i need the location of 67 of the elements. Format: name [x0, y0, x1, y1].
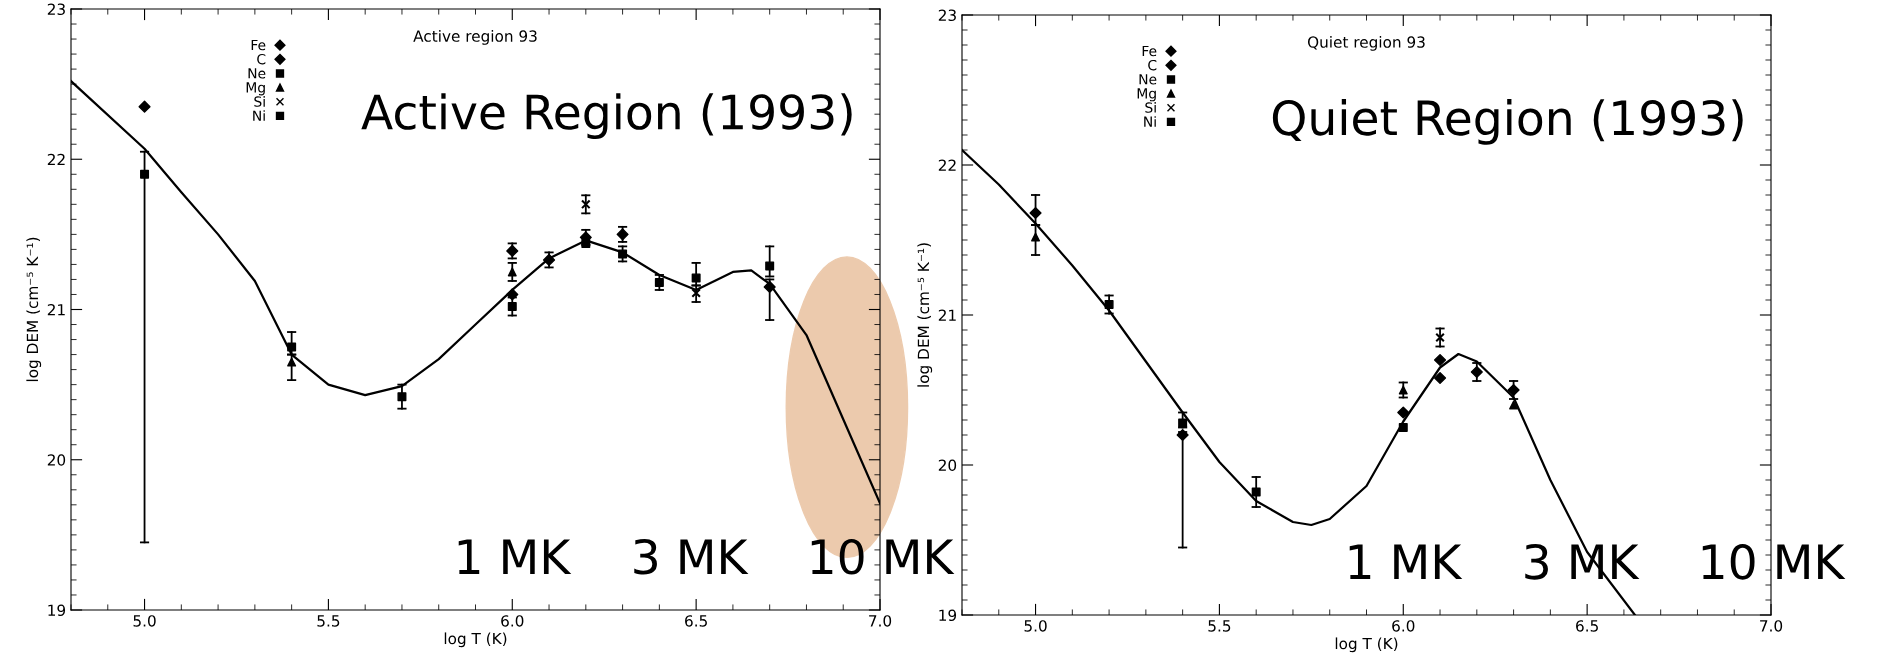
annotation: 10 MK — [811, 538, 955, 575]
point — [1433, 353, 1447, 367]
point — [287, 357, 297, 367]
x-axis-title: log T (K) — [1335, 637, 1398, 653]
y-tick-label: 21 — [47, 303, 65, 316]
x-tick-label: 7.0 — [869, 615, 892, 627]
point — [140, 169, 150, 179]
point — [580, 199, 591, 210]
y-tick-label: 19 — [48, 604, 66, 617]
x-axis-title: log T (K) — [444, 632, 507, 648]
y-axis-title: log DEM (cm⁻⁵ K⁻¹) — [917, 243, 933, 387]
text: Quiet region 93 — [1307, 36, 1425, 51]
y-tick-label: 23 — [47, 3, 65, 16]
x-tick-label: 5.0 — [133, 615, 156, 627]
point — [691, 288, 701, 298]
legend-label: Ni — [1144, 116, 1156, 127]
legend-label: Ni — [253, 110, 265, 121]
legend-label: Si — [1145, 102, 1156, 113]
point — [1397, 406, 1410, 419]
x-tick-label: 6.0 — [1392, 620, 1415, 632]
legend-label: Mg — [246, 82, 265, 96]
annotation: Active Region (1993) — [361, 93, 852, 140]
y-axis-title: log DEM (cm⁻⁵ K⁻¹) — [26, 237, 42, 382]
point — [691, 273, 701, 283]
point — [1029, 206, 1042, 220]
legend-label: C — [1148, 59, 1157, 71]
annotation: 1 MK — [1349, 544, 1463, 579]
legend-label: C — [257, 53, 266, 65]
point — [618, 249, 628, 259]
legend-label: Si — [254, 96, 265, 107]
legend-label: Ne — [248, 68, 266, 79]
y-tick-label: 22 — [938, 159, 956, 171]
y-tick-label: 23 — [938, 9, 956, 22]
x-tick-label: 6.5 — [1576, 620, 1598, 632]
point — [1435, 332, 1445, 343]
annotation: Quiet Region (1993) — [1272, 99, 1743, 145]
legend-label: Fe — [1142, 45, 1157, 57]
point — [1433, 371, 1447, 385]
legend-label: Ne — [1139, 74, 1157, 85]
annotation: 10 MK — [1702, 543, 1846, 580]
y-tick-label: 19 — [939, 609, 957, 622]
point — [138, 100, 151, 113]
text: Active region 93 — [413, 30, 537, 45]
point — [1104, 300, 1114, 309]
y-tick-label: 20 — [938, 459, 957, 472]
point — [1398, 423, 1408, 432]
annotation: 1 MK — [458, 539, 572, 574]
x-tick-label: 6.0 — [501, 615, 524, 627]
x-tick-label: 5.0 — [1024, 620, 1047, 632]
y-tick-label: 21 — [938, 309, 956, 321]
legend-label: Mg — [1137, 88, 1156, 102]
point — [765, 261, 775, 271]
point — [287, 342, 297, 352]
point — [654, 277, 664, 287]
x-tick-label: 5.5 — [317, 615, 340, 627]
point — [507, 301, 517, 311]
point — [397, 392, 407, 402]
point — [1251, 487, 1261, 497]
y-tick-label: 20 — [47, 454, 66, 466]
y-tick-label: 22 — [47, 153, 65, 166]
x-tick-label: 5.5 — [1208, 620, 1231, 632]
x-tick-label: 6.5 — [685, 615, 707, 627]
point — [507, 267, 517, 277]
annotation: 3 MK — [634, 538, 749, 575]
x-tick-label: 7.0 — [1760, 620, 1783, 632]
legend-label: Fe — [251, 39, 266, 51]
point — [1398, 385, 1408, 395]
